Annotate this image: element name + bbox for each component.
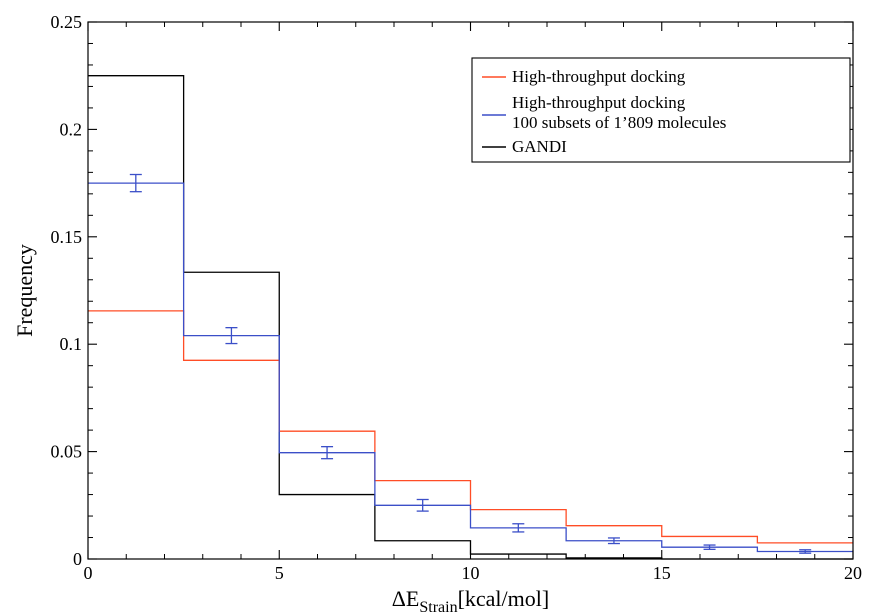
- legend-box: [471, 57, 851, 163]
- series-line: [88, 310, 853, 544]
- x-axis-title: ΔEStrain[kcal/mol]: [392, 586, 549, 616]
- ticks-layer: 0 5 10 15 20 0 0.05 0.1 0.15 0.2 0.25: [51, 12, 863, 583]
- legend-label: High-throughput docking: [512, 93, 686, 112]
- y-tick-label: 0.15: [51, 227, 83, 247]
- error-bar: [799, 549, 812, 554]
- y-axis-title: Frequency: [12, 244, 37, 337]
- error-bar: [225, 327, 238, 345]
- x-axis-title-subscript: Strain: [419, 599, 457, 616]
- y-tick-label: 0.05: [51, 442, 83, 462]
- y-tick-label: 0.1: [60, 334, 83, 354]
- x-tick-label: 15: [653, 563, 671, 583]
- error-bar: [129, 173, 142, 193]
- y-tick-label: 0: [73, 549, 82, 569]
- error-bar: [607, 537, 620, 545]
- error-bar: [512, 523, 525, 533]
- y-tick-label: 0.25: [51, 12, 83, 32]
- series-2: [88, 173, 853, 554]
- x-tick-label: 10: [462, 563, 480, 583]
- x-tick-label: 5: [275, 563, 284, 583]
- error-bar: [416, 498, 429, 512]
- x-tick-label: 0: [84, 563, 93, 583]
- y-tick-label: 0.2: [60, 119, 83, 139]
- x-tick-label: 20: [844, 563, 862, 583]
- legend-label: GANDI: [512, 137, 567, 156]
- legend-entry: High-throughput docking: [482, 67, 686, 86]
- legend-label: High-throughput docking: [512, 67, 686, 86]
- x-axis-title-unit: [kcal/mol]: [458, 586, 550, 611]
- error-bar: [703, 544, 716, 550]
- legend-entry: GANDI: [482, 137, 567, 156]
- error-bar: [321, 446, 334, 460]
- series-1: [88, 310, 853, 544]
- legend-label: 100 subsets of 1’809 molecules: [512, 113, 726, 132]
- x-axis-title-main: ΔE: [392, 586, 420, 611]
